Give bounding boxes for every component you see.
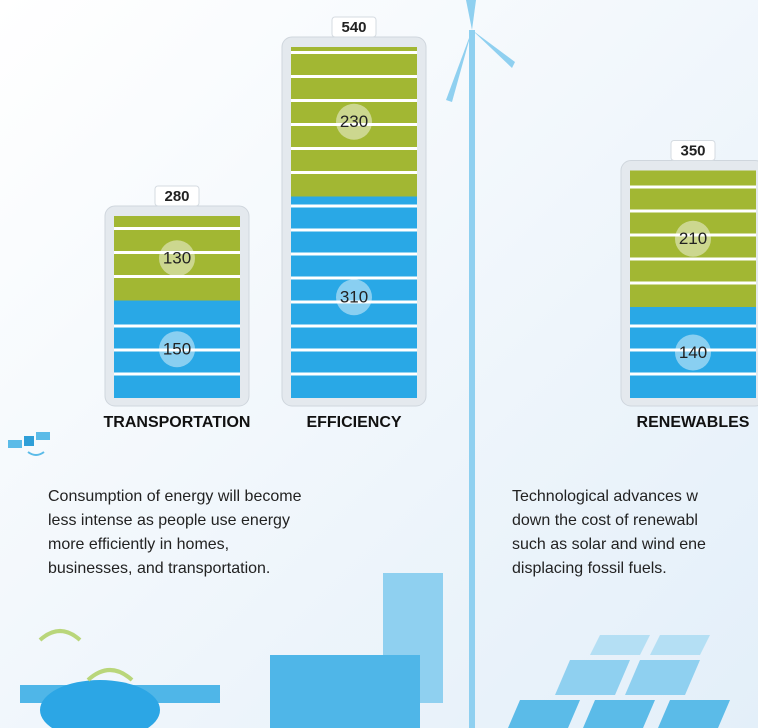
- segment-label: 140: [679, 343, 707, 362]
- description-line: displacing fossil fuels.: [512, 560, 667, 577]
- category-label: RENEWABLES: [637, 414, 750, 431]
- description-line: such as solar and wind ene: [512, 536, 706, 553]
- total-label: 280: [164, 188, 189, 205]
- total-label: 350: [680, 142, 705, 159]
- segment-label: 150: [163, 340, 191, 359]
- description-line: Technological advances w: [512, 488, 698, 505]
- segment-label: 130: [163, 249, 191, 268]
- segment-label: 230: [340, 112, 368, 131]
- segment-label: 210: [679, 229, 707, 248]
- description-line: Consumption of energy will become: [48, 488, 302, 505]
- infographic: 150 130 280 TRANSPORTATION 310 230 540 EFFICIEN…: [0, 0, 758, 728]
- description-line: more efficiently in homes,: [48, 536, 229, 553]
- description-line: less intense as people use energy: [48, 512, 290, 529]
- segment-label: 310: [340, 288, 368, 307]
- description-line: down the cost of renewabl: [512, 512, 698, 529]
- category-label: TRANSPORTATION: [104, 414, 251, 431]
- total-label: 540: [341, 19, 366, 36]
- description-line: businesses, and transportation.: [48, 560, 270, 577]
- category-label: EFFICIENCY: [306, 414, 401, 431]
